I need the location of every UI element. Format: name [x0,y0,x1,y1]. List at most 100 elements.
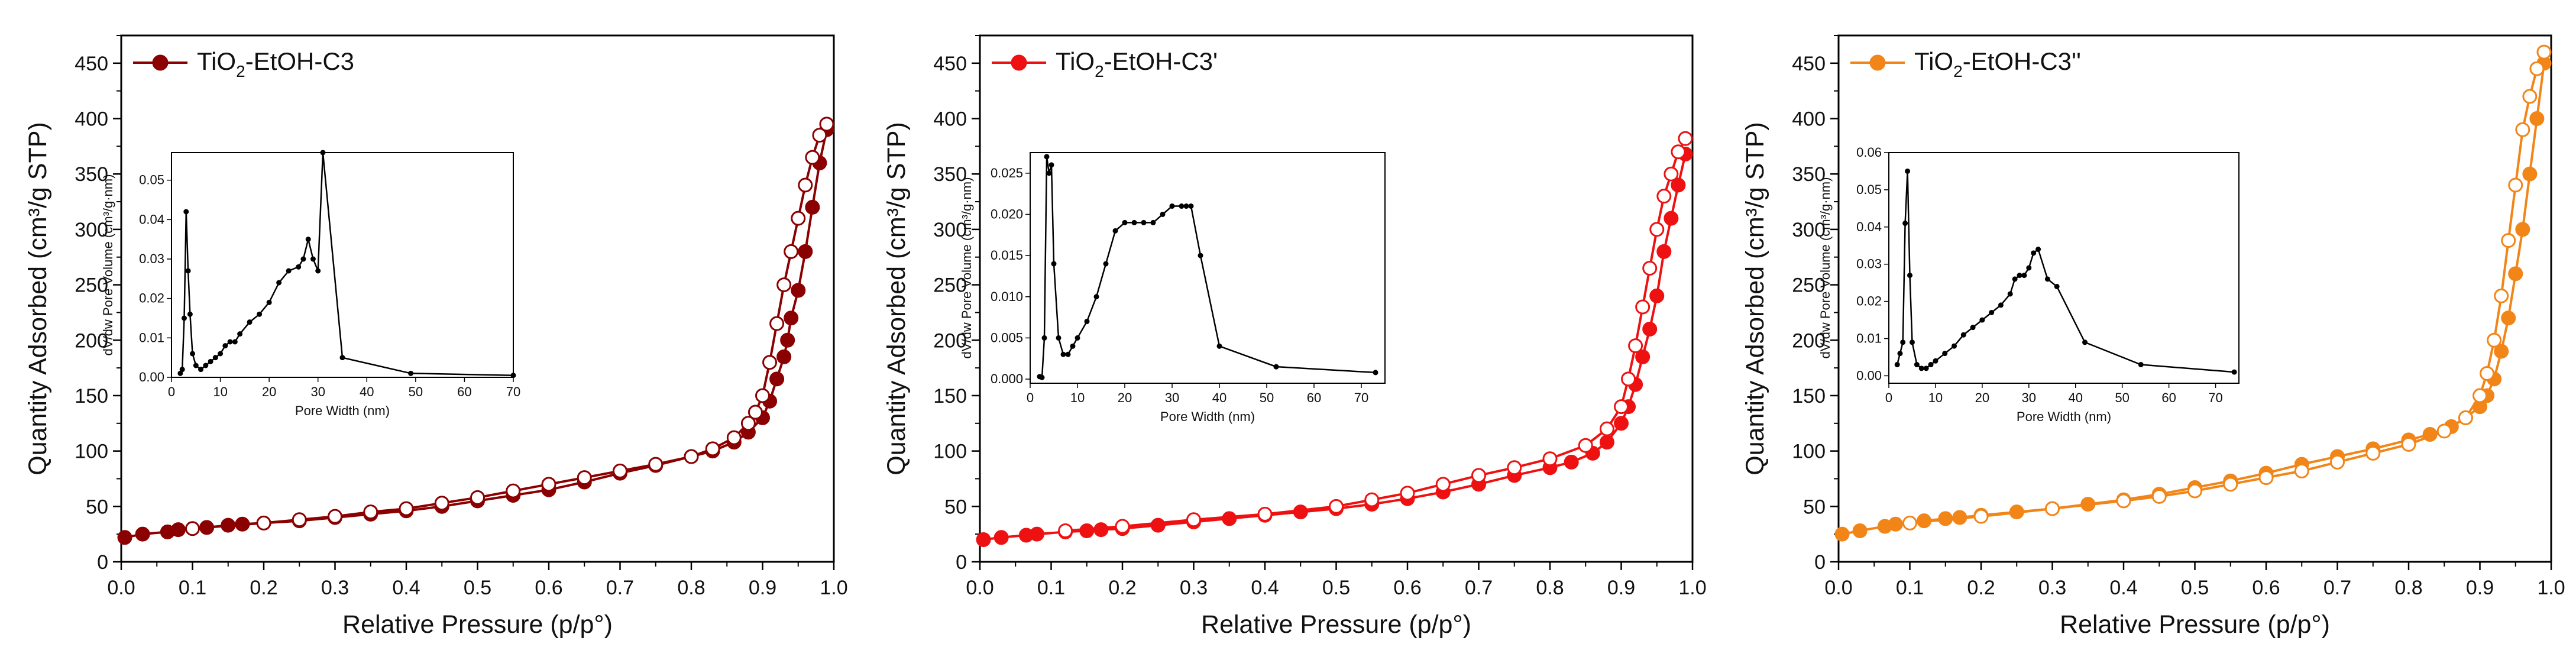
inset-y-tick-label: 0.025 [991,166,1023,180]
desorption-point [2116,493,2131,509]
adsorption-point [2529,111,2545,127]
y-axis-title: Quantity Adsorbed (cm³/g STP) [24,122,52,475]
desorption-point [747,405,763,420]
inset-point [1070,343,1076,349]
y-tick-label: 150 [933,385,967,407]
inset-point [218,351,224,357]
y-tick-label: 0 [956,551,967,574]
inset-point [1905,168,1911,174]
inset-point [183,209,189,215]
desorption-point [1435,477,1451,492]
inset-frame [1030,152,1386,384]
x-tick-label: 0.1 [1896,577,1924,599]
series-line-desorption [192,123,828,530]
adsorption-point [993,530,1009,545]
inset-point [1970,325,1976,331]
x-tick-label: 0.4 [392,577,420,599]
desorption-point [1329,499,1344,514]
desorption-point [819,117,834,132]
x-tick-label: 0.7 [606,577,634,599]
legend-subscript: 2 [1095,62,1104,80]
y-tick-label: 150 [1792,385,1826,407]
inset-point [408,370,414,376]
inset-x-tick-label: 70 [1354,390,1368,405]
y-tick-label: 400 [75,108,108,131]
adsorption-point [776,349,792,364]
y-tick-label: 200 [75,329,108,352]
adsorption-point [976,532,991,548]
inset-point [212,355,218,361]
inset-point [1044,154,1050,160]
inset-y-tick-label: 0.020 [991,206,1023,221]
legend-marker [152,54,169,71]
inset-point [247,319,253,325]
inset-point [1051,261,1057,267]
adsorption-point [170,522,186,538]
x-tick-label: 0.1 [1037,577,1065,599]
inset-point [257,311,263,317]
adsorption-point [1614,416,1629,431]
inset-x-title: Pore Width (nm) [2017,409,2111,424]
adsorption-point [2522,166,2538,182]
inset-point [286,268,292,274]
inset-point [320,150,326,156]
adsorption-point [1664,211,1679,226]
inset-point [1909,339,1915,345]
inset-point [2054,283,2060,289]
inset-point [222,343,228,349]
desorption-point [2187,483,2202,499]
desorption-point [363,504,378,520]
adsorption-point [784,310,799,326]
inset-y-tick-label: 0.04 [139,212,164,227]
x-tick-label: 0.0 [966,577,993,599]
legend-suffix: -EtOH-C3 [245,47,354,75]
y-tick-label: 450 [75,53,108,75]
inset-point [203,363,209,368]
adsorption-point [2508,266,2523,282]
inset-point [1041,335,1047,341]
inset-frame [171,152,514,378]
desorption-point [292,512,307,528]
y-tick-label: 150 [75,385,108,407]
y-tick-label: 450 [933,53,967,75]
legend-prefix: TiO [1914,47,1953,75]
desorption-point [2515,122,2530,137]
x-tick-label: 0.2 [250,577,277,599]
inset-point [1979,317,1985,323]
desorption-point [2522,89,2538,104]
x-tick-label: 0.3 [1180,577,1208,599]
inset-point [1188,203,1194,209]
desorption-point [1578,438,1593,453]
y-tick-label: 200 [933,329,967,352]
adsorption-point [1029,526,1044,542]
inset-point [2017,273,2022,279]
x-tick-label: 0.2 [1108,577,1136,599]
adsorption-point [1564,454,1579,470]
inset-y-tick-label: 0.01 [139,330,164,345]
desorption-point [1649,222,1665,237]
legend-suffix: -EtOH-C3' [1104,47,1218,75]
inset-point [1046,170,1052,176]
legend-label: TiO2-EtOH-C3'' [1914,47,2081,80]
desorption-point [2494,288,2509,303]
inset-point [1039,374,1045,380]
inset-y-tick-label: 0.00 [1856,368,1882,383]
desorption-point [2536,44,2552,60]
desorption-point [185,521,200,536]
inset-x-tick-label: 30 [1165,390,1179,405]
inset-point [1897,351,1903,357]
inset-point [1933,358,1939,364]
inset-point [1103,261,1109,267]
y-tick-label: 350 [1792,163,1826,186]
desorption-point [256,515,271,530]
inset-point [187,311,193,317]
legend-marker [1869,54,1886,71]
desorption-point [1621,371,1636,387]
inset-point [1131,219,1137,225]
inset-point [208,358,213,364]
desorption-point [1664,166,1679,182]
chart-panel-c3-prime: 0.0 0.1 0.2 0.3 0.4 0.5 0.6 0.7 0.8 0.9 1.0 0 50 100 1… [859,0,1717,660]
y-axis-title: Quantity Adsorbed (cm³/g STP) [882,122,911,475]
inset-point [2035,247,2041,253]
